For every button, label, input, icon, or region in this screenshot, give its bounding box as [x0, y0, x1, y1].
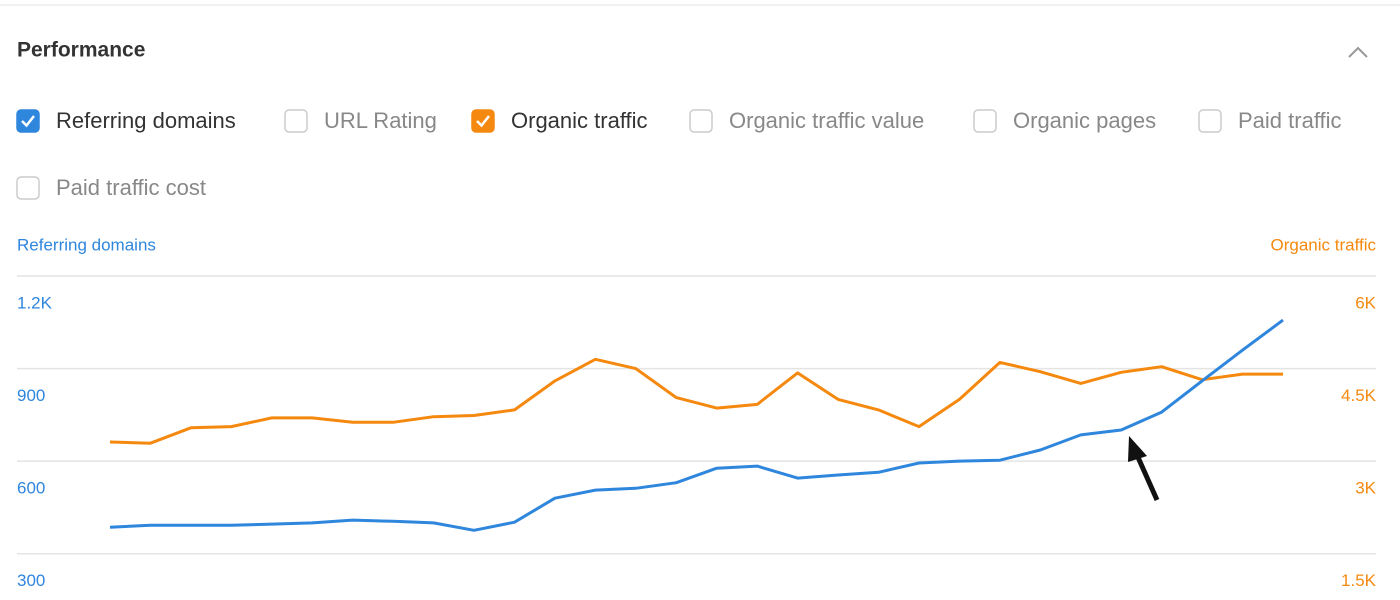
- y-tick-label: 600: [17, 479, 45, 498]
- checkbox-box[interactable]: [973, 109, 997, 133]
- checkbox-label: Organic traffic value: [729, 108, 924, 133]
- y2-tick-label: 4.5K: [1341, 386, 1377, 405]
- checkbox-label: Paid traffic: [1238, 108, 1342, 133]
- annotation-arrow: [1128, 436, 1160, 502]
- checkbox-box[interactable]: [16, 109, 40, 133]
- y-tick-label: 300: [17, 571, 45, 590]
- checkbox[interactable]: Paid traffic cost: [16, 175, 206, 200]
- collapse-icon[interactable]: [1348, 46, 1368, 58]
- checkbox[interactable]: Referring domains: [16, 108, 236, 133]
- checkbox-label: URL Rating: [324, 108, 437, 133]
- left-axis-title: Referring domains: [17, 235, 156, 254]
- checkbox-label: Organic traffic: [511, 108, 648, 133]
- checkbox-box[interactable]: [689, 109, 713, 133]
- checkbox-box[interactable]: [284, 109, 308, 133]
- checkmark: [476, 115, 490, 128]
- checkbox-box[interactable]: [16, 176, 40, 200]
- checkmark: [21, 115, 35, 128]
- series-line: [109, 318, 1284, 532]
- chart: 300 600 900 1.2K 1.5K 3K 4.5K 6K: [17, 275, 1377, 590]
- panel-title: Performance: [17, 39, 145, 62]
- checkbox[interactable]: Paid traffic: [1198, 108, 1342, 133]
- y2-tick-label: 1.5K: [1341, 571, 1377, 590]
- checkbox[interactable]: Organic traffic: [471, 108, 648, 133]
- checkbox-label: Paid traffic cost: [56, 175, 206, 200]
- right-axis-title: Organic traffic: [1270, 235, 1376, 254]
- checkbox-box[interactable]: [471, 109, 495, 133]
- series-line: [109, 357, 1283, 445]
- y-tick-label: 900: [17, 386, 45, 405]
- checkbox-label: Referring domains: [56, 108, 236, 133]
- checkbox[interactable]: Organic traffic value: [689, 108, 924, 133]
- y2-tick-label: 3K: [1355, 479, 1376, 498]
- y2-tick-label: 6K: [1355, 293, 1376, 312]
- checkbox-label: Organic pages: [1013, 108, 1156, 133]
- y-tick-label: 1.2K: [17, 293, 53, 312]
- checkbox[interactable]: Organic pages: [973, 108, 1156, 133]
- checkbox-box[interactable]: [1198, 109, 1222, 133]
- checkbox[interactable]: URL Rating: [284, 108, 437, 133]
